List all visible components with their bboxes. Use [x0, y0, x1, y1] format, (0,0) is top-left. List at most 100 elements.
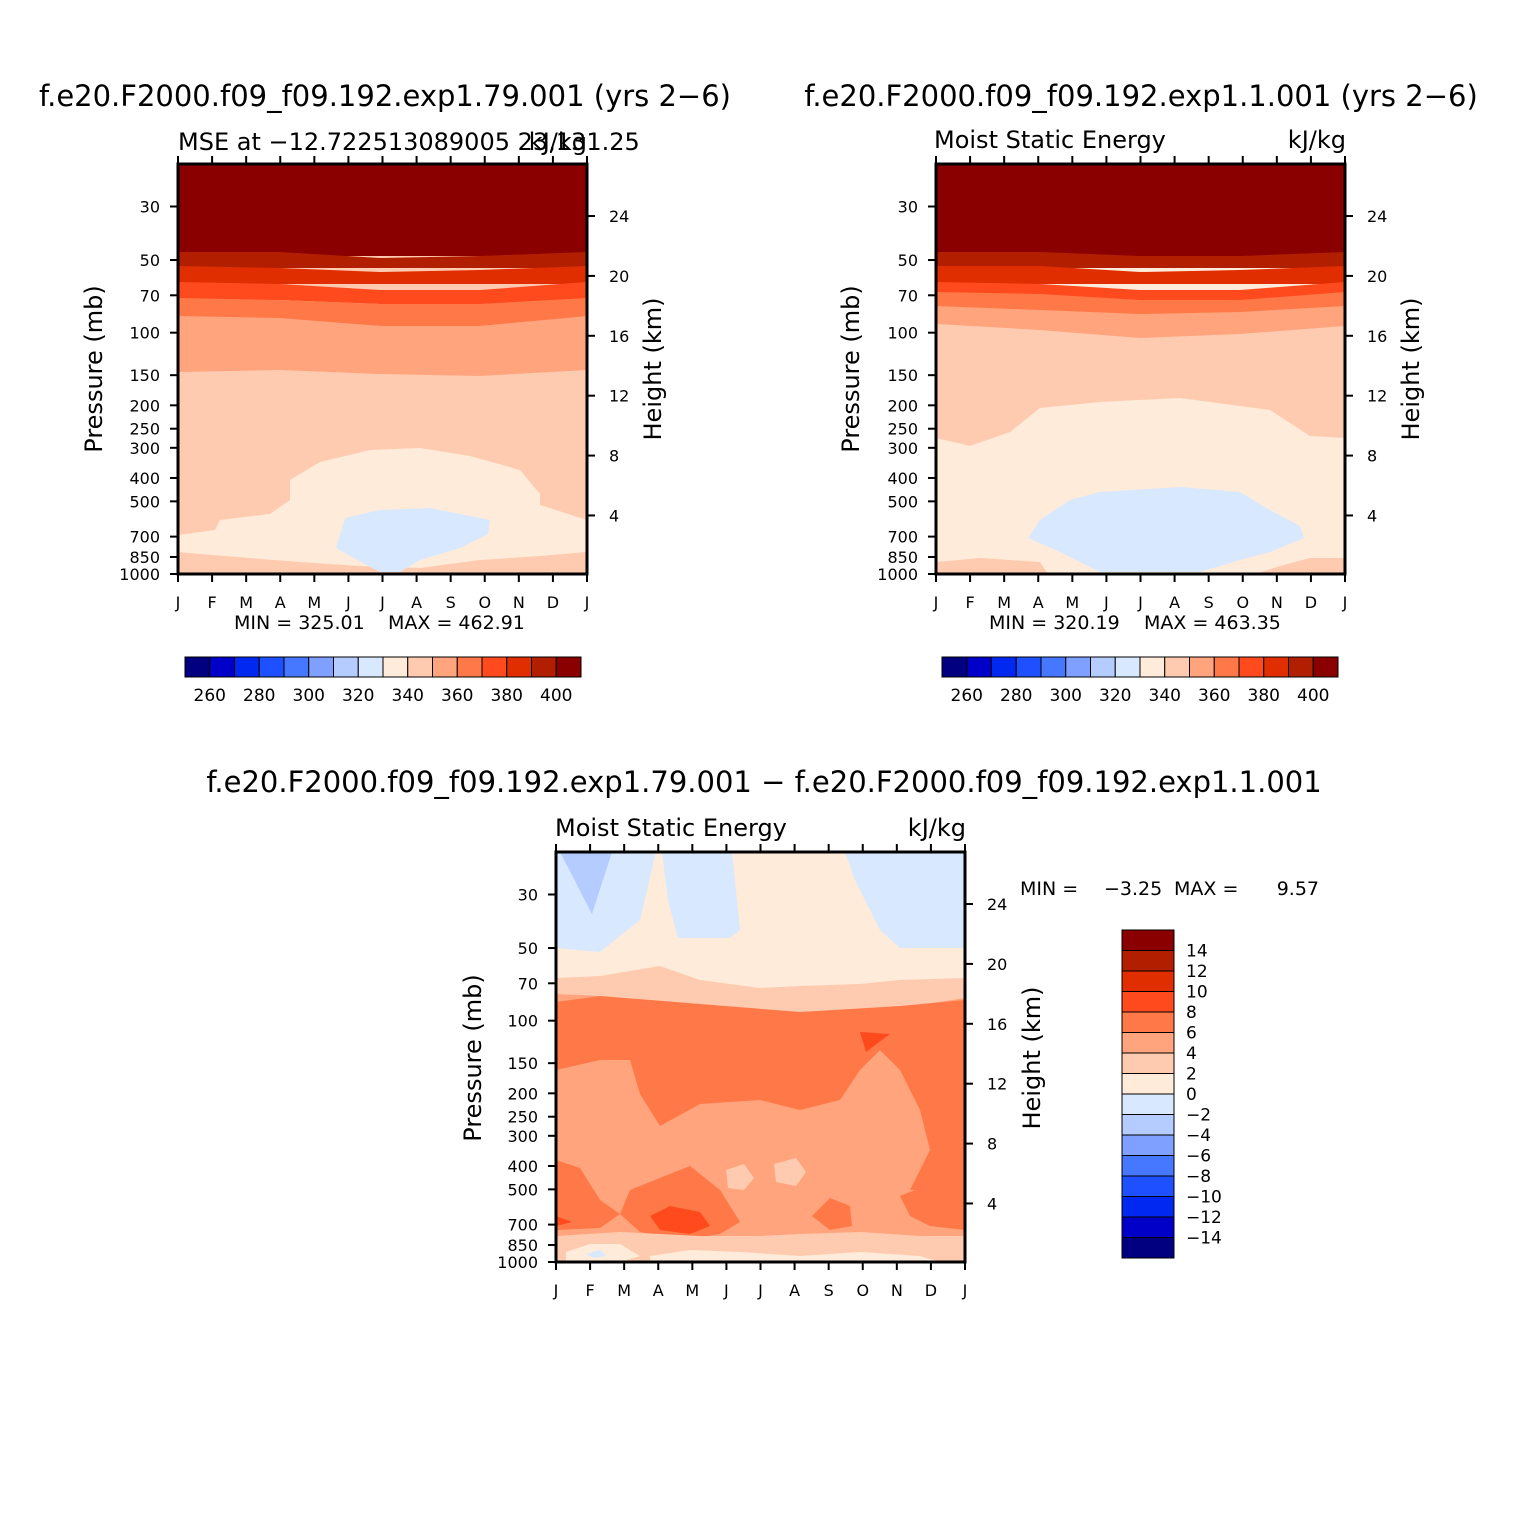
- panel-1-ylabel-left: Pressure (mb): [80, 285, 108, 452]
- colorbar-label: −10: [1186, 1188, 1222, 1208]
- y-tick-label: 70: [140, 286, 160, 305]
- panel-3-subtitle-left: Moist Static Energy: [555, 814, 787, 842]
- height-tick-label: 12: [987, 1075, 1007, 1094]
- y-tick-label: 500: [887, 492, 918, 511]
- colorbar-swatch: [308, 656, 334, 678]
- x-tick-label: S: [1204, 593, 1214, 612]
- x-tick-label: J: [962, 1281, 968, 1300]
- height-tick-label: 24: [609, 207, 629, 226]
- x-tick-label: J: [1103, 593, 1109, 612]
- y-tick-label: 400: [507, 1157, 538, 1176]
- panel-1-band-400: [178, 164, 587, 256]
- colorbar-swatch: [432, 656, 458, 678]
- x-tick-label: A: [1169, 593, 1180, 612]
- y-tick-label: 30: [140, 197, 160, 216]
- panel-1-band-370: [178, 282, 587, 304]
- x-tick-label: F: [585, 1281, 594, 1300]
- panel-2-ylabel-right: Height (km): [1397, 298, 1425, 441]
- colorbar-swatch: [1114, 656, 1141, 678]
- panel-3-patch-1: [726, 1164, 754, 1190]
- panel-1-band-330: [178, 448, 587, 568]
- panel-3-max-value: 9.57: [1277, 878, 1319, 900]
- panel-1-colorbar: 260 280 300 320 340 360 380 400: [184, 656, 582, 706]
- panel-3-ylabel-right: Height (km): [1018, 987, 1046, 1130]
- panel-3-band-2-4: [556, 966, 965, 1016]
- colorbar-swatch: [258, 656, 285, 678]
- panel-3-low-right: [900, 1168, 965, 1230]
- x-tick-label: O: [1236, 593, 1249, 612]
- y-tick-label: 30: [898, 197, 918, 216]
- y-tick-label: 700: [887, 528, 918, 547]
- colorbar-label: −2: [1186, 1106, 1211, 1126]
- height-tick-label: 16: [987, 1015, 1007, 1034]
- x-tick-label: J: [379, 593, 385, 612]
- colorbar-swatch: [209, 656, 235, 678]
- height-tick-label: 4: [609, 506, 619, 525]
- panel-3-surf-blue: [586, 1250, 606, 1258]
- colorbar-label: 320: [1099, 686, 1131, 706]
- panel-1-band-380: [178, 266, 587, 284]
- height-tick-label: 24: [1367, 207, 1387, 226]
- x-tick-label: M: [997, 593, 1011, 612]
- y-tick-label: 850: [129, 548, 160, 567]
- y-tick-label: 50: [518, 939, 538, 958]
- colorbar-label: −14: [1186, 1229, 1222, 1249]
- height-tick-label: 20: [1367, 267, 1387, 286]
- y-tick-label: 300: [507, 1127, 538, 1146]
- colorbar-label: 300: [293, 686, 325, 706]
- y-tick-label: 700: [129, 528, 160, 547]
- height-tick-label: 12: [609, 387, 629, 406]
- y-tick-label: 300: [129, 439, 160, 458]
- colorbar-swatch: [1139, 656, 1166, 678]
- panel-3-low-left-core: [556, 1216, 572, 1226]
- y-tick-label: 100: [887, 324, 918, 343]
- panel-1-plot-area: [176, 162, 589, 576]
- colorbar-label: 260: [951, 686, 983, 706]
- panel-1-band-390: [178, 252, 587, 268]
- panel-2-colorbar: 260 280 300 320 340 360 380 400: [941, 656, 1339, 706]
- panel-2-ylabel-left: Pressure (mb): [837, 285, 865, 452]
- x-tick-label: S: [824, 1281, 834, 1300]
- panel-2-min: MIN = 320.19: [989, 612, 1120, 634]
- panel-2-band-370: [936, 282, 1345, 302]
- colorbar-swatch: [1121, 1052, 1175, 1074]
- panel-2-plot-area: [934, 162, 1347, 576]
- panel-1-subtitle-right: kJ/kg: [529, 128, 587, 156]
- y-tick-label: 500: [129, 492, 160, 511]
- colorbar-swatch: [1121, 950, 1175, 972]
- y-tick-label: 200: [129, 396, 160, 415]
- colorbar-label: 12: [1186, 962, 1208, 982]
- x-tick-label: F: [207, 593, 216, 612]
- y-tick-label: 100: [129, 324, 160, 343]
- colorbar-swatch: [506, 656, 532, 678]
- x-tick-label: D: [1305, 593, 1317, 612]
- panel-3-title: f.e20.F2000.f09_f09.192.exp1.79.001 − f.…: [206, 765, 1321, 799]
- colorbar-swatch: [1121, 1134, 1175, 1156]
- x-tick-label: N: [1271, 593, 1283, 612]
- panel-2-band-bottom-right: [1255, 558, 1345, 574]
- colorbar-label: 300: [1050, 686, 1082, 706]
- colorbar-swatch: [1164, 656, 1190, 678]
- panel-1-title: f.e20.F2000.f09_f09.192.exp1.79.001 (yrs…: [39, 79, 731, 113]
- x-tick-label: M: [1065, 593, 1079, 612]
- x-tick-label: J: [584, 593, 590, 612]
- x-tick-label: J: [345, 593, 351, 612]
- panel-3-surf-pale-2: [650, 1250, 940, 1262]
- panel-2-title: f.e20.F2000.f09_f09.192.exp1.1.001 (yrs …: [804, 79, 1478, 113]
- height-tick-label: 16: [1367, 327, 1387, 346]
- x-tick-label: M: [617, 1281, 631, 1300]
- colorbar-swatch: [555, 656, 582, 678]
- panel-3-low-mid-core: [650, 1206, 710, 1234]
- colorbar-label: 10: [1186, 983, 1208, 1003]
- x-tick-label: M: [307, 593, 321, 612]
- panel-2-band-400: [936, 164, 1345, 256]
- panel-2: f.e20.F2000.f09_f09.192.exp1.1.001 (yrs …: [804, 79, 1478, 706]
- y-tick-label: 250: [507, 1108, 538, 1127]
- colorbar-label: 340: [392, 686, 424, 706]
- x-tick-label: S: [446, 593, 456, 612]
- colorbar-label: −4: [1186, 1126, 1211, 1146]
- colorbar-swatch: [1312, 656, 1339, 678]
- y-tick-label: 70: [898, 286, 918, 305]
